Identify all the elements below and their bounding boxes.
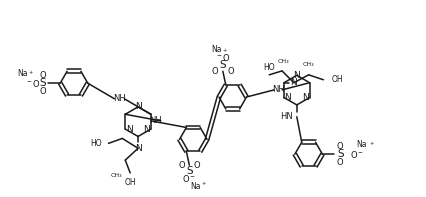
Text: N: N <box>143 125 150 134</box>
Text: S: S <box>186 166 192 176</box>
Text: HO: HO <box>90 139 101 148</box>
Text: HN: HN <box>279 112 292 121</box>
Text: Na: Na <box>211 45 222 54</box>
Text: O: O <box>227 67 233 76</box>
Text: Na: Na <box>17 69 28 78</box>
Text: N: N <box>284 93 291 102</box>
Text: O: O <box>336 142 343 151</box>
Text: $^+$: $^+$ <box>221 48 227 55</box>
Text: S: S <box>336 149 343 159</box>
Text: $^+$: $^+$ <box>199 182 206 188</box>
Text: O: O <box>211 67 218 76</box>
Text: $^+$: $^+$ <box>368 141 374 147</box>
Text: N: N <box>134 102 141 111</box>
Text: O$^-$: O$^-$ <box>349 149 363 160</box>
Text: CH₃: CH₃ <box>302 62 314 68</box>
Text: NH: NH <box>271 85 284 94</box>
Text: S: S <box>39 78 46 88</box>
Text: O: O <box>39 71 46 80</box>
Text: $^-$O: $^-$O <box>215 52 230 63</box>
Text: N: N <box>126 125 132 134</box>
Text: N: N <box>134 144 141 153</box>
Text: Na: Na <box>356 140 366 149</box>
Text: O: O <box>178 161 184 170</box>
Text: O$^-$: O$^-$ <box>182 174 196 184</box>
Text: N: N <box>293 71 299 80</box>
Text: $^-$O: $^-$O <box>25 78 40 89</box>
Text: $^+$: $^+$ <box>27 70 34 76</box>
Text: O: O <box>39 87 46 96</box>
Text: NH: NH <box>149 116 162 125</box>
Text: N: N <box>290 78 296 87</box>
Text: NH: NH <box>113 94 125 103</box>
Text: N: N <box>302 93 308 102</box>
Text: OH: OH <box>331 75 342 84</box>
Text: O: O <box>336 158 343 167</box>
Text: CH₃: CH₃ <box>110 173 122 178</box>
Text: S: S <box>219 60 226 70</box>
Text: CH₃: CH₃ <box>276 59 288 64</box>
Text: O: O <box>193 161 200 170</box>
Text: Na: Na <box>190 182 200 191</box>
Text: HO: HO <box>263 63 274 72</box>
Text: OH: OH <box>124 178 136 187</box>
